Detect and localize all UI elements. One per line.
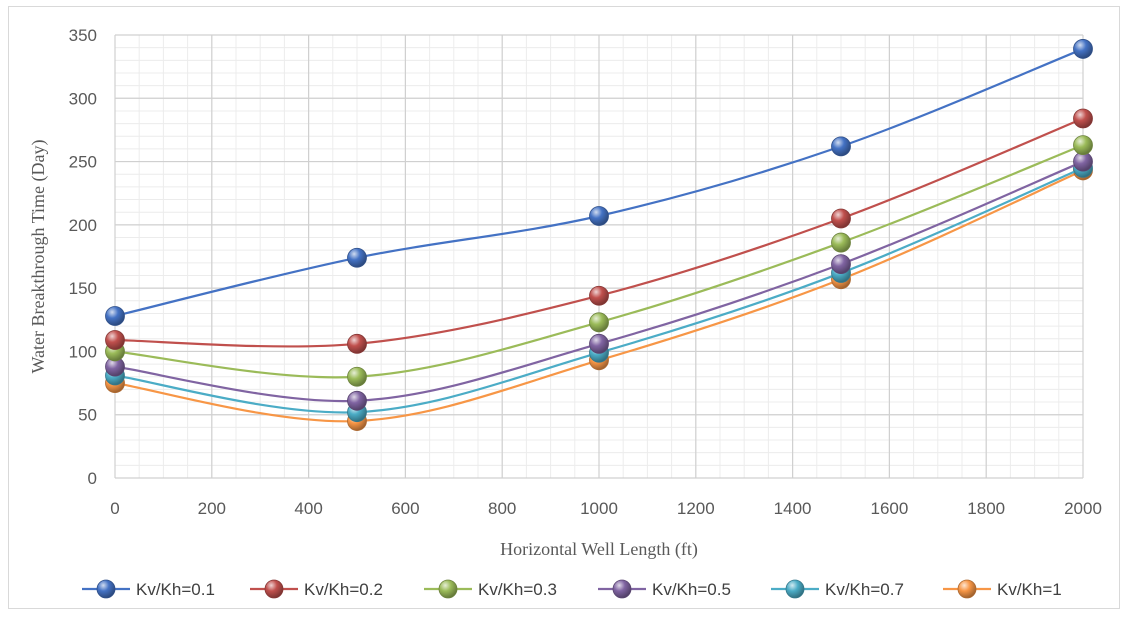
data-point [831,208,851,229]
legend-item: Kv/Kh=0.1 [82,579,215,599]
x-tick-label: 1200 [677,499,715,518]
data-point [1073,135,1093,156]
series-3 [105,135,1093,387]
series-2 [105,108,1093,354]
data-point [105,330,125,350]
legend-item: Kv/Kh=0.2 [250,579,383,599]
legend-marker [264,579,284,599]
legend-marker [438,579,458,599]
x-tick-label: 200 [198,499,226,518]
y-tick-label: 0 [88,469,97,488]
series-layer [105,39,1093,431]
legend-label: Kv/Kh=0.7 [825,580,904,599]
data-point [1073,108,1093,129]
y-tick-label: 300 [69,89,97,108]
y-tick-label: 250 [69,153,97,172]
x-axis-title: Horizontal Well Length (ft) [500,539,698,560]
y-axis-tick-labels: 0 50 100 150 200 250 300 350 [69,26,97,488]
data-point [105,306,125,326]
x-tick-label: 800 [488,499,516,518]
data-point [589,206,609,226]
legend-label: Kv/Kh=1 [997,580,1062,599]
x-tick-label: 1400 [774,499,812,518]
data-point [831,232,851,253]
x-tick-label: 0 [110,499,119,518]
legend-label: Kv/Kh=0.5 [652,580,731,599]
legend-marker [612,579,632,599]
legend-marker [785,579,805,599]
legend-item: Kv/Kh=1 [943,579,1062,599]
data-point [1073,39,1093,59]
x-tick-label: 600 [391,499,419,518]
legend-marker [96,579,116,599]
y-tick-label: 200 [69,216,97,235]
x-tick-label: 1000 [580,499,618,518]
legend-marker [957,579,977,599]
series-1 [105,39,1093,326]
series-4 [105,151,1093,411]
data-point [347,247,367,268]
legend-label: Kv/Kh=0.3 [478,580,557,599]
data-point [347,333,367,354]
legend-label: Kv/Kh=0.2 [304,580,383,599]
x-tick-label: 400 [294,499,322,518]
data-point [831,136,851,157]
data-point [831,254,851,274]
y-tick-label: 50 [78,406,97,425]
y-tick-label: 100 [69,342,97,361]
data-point [589,333,609,354]
x-tick-label: 1800 [967,499,1005,518]
x-tick-label: 2000 [1064,499,1102,518]
chart-frame [8,6,1120,609]
data-point [347,390,367,411]
data-point [589,312,609,333]
x-tick-label: 1600 [870,499,908,518]
x-axis-tick-labels: 0 200 400 600 800 1000 1200 1400 1600 1800 2000 [110,499,1102,518]
data-point [589,285,609,306]
data-point [347,366,367,387]
legend-item: Kv/Kh=0.7 [771,579,904,599]
legend-item: Kv/Kh=0.5 [598,579,731,599]
y-tick-label: 350 [69,26,97,45]
y-tick-label: 150 [69,279,97,298]
y-axis-title: Water Breakthrough Time (Day) [28,139,49,373]
legend: Kv/Kh=0.1 Kv/Kh=0.2 Kv/Kh=0.3 Kv/Kh=0.5 Kv/K… [82,579,1062,599]
legend-item: Kv/Kh=0.3 [424,579,557,599]
legend-label: Kv/Kh=0.1 [136,580,215,599]
